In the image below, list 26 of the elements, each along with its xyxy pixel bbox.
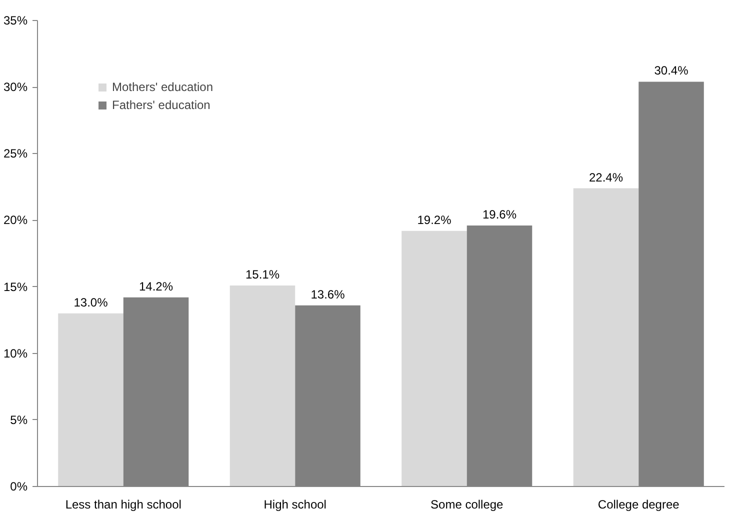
data-label: 14.2%: [138, 279, 174, 294]
bar: [230, 285, 296, 486]
legend-label: Mothers' education: [112, 80, 214, 94]
data-label: 19.2%: [417, 212, 452, 227]
data-label: 15.1%: [245, 267, 280, 282]
x-tick-label: Some college: [430, 498, 504, 512]
x-tick-label: High school: [264, 498, 326, 512]
y-tick-label: 10%: [3, 346, 28, 360]
y-tick-label: 5%: [10, 412, 28, 427]
data-label: 13.6%: [310, 287, 346, 302]
y-tick-label: 25%: [3, 146, 28, 161]
y-tick-label: 30%: [3, 80, 28, 94]
bar: [402, 230, 467, 486]
data-label: 19.6%: [482, 208, 517, 222]
y-tick-label: 20%: [3, 213, 28, 228]
x-tick-label: College degree: [598, 498, 680, 512]
data-label: 22.4%: [588, 170, 624, 184]
data-label: 13.0%: [74, 295, 108, 310]
data-label: 30.4%: [654, 64, 689, 78]
legend-label: Fathers' education: [112, 98, 210, 112]
x-tick-label: Less than high school: [65, 498, 182, 512]
y-tick-label: 0%: [10, 480, 28, 494]
bar: [573, 188, 639, 486]
y-tick-label: 35%: [3, 14, 28, 28]
bar: [58, 313, 124, 486]
y-tick-label: 15%: [3, 280, 28, 294]
